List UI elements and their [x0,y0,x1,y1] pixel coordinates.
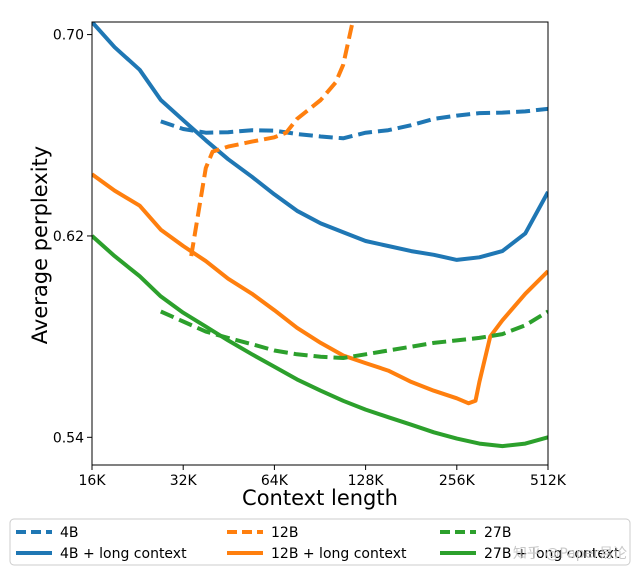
y-axis: 0.54 0.62 0.70 [53,28,92,446]
x-axis-label: Context length [242,486,398,510]
legend-label-12b-long-context: 12B + long context [271,546,407,562]
plot-area [91,21,549,466]
x-tick-label: 32K [170,473,198,489]
watermark-text: 知乎 @Paper易论 [513,545,627,562]
series-line-4b-long-context [92,22,548,262]
legend-label-27b: 27B [484,525,511,541]
series-lines [92,22,548,449]
legend-label-12b: 12B [271,525,298,541]
legend-label-4b-long-context: 4B + long context [60,546,187,562]
x-tick-label: 64K [261,473,289,489]
legend-label-27b-long-context: 27B + long context [484,546,620,562]
plot-frame [91,21,549,466]
x-tick-label: 512K [530,473,567,489]
y-axis-label: Average perplexity [28,146,52,344]
y-tick-label: 0.62 [53,229,84,245]
series-line-12b-long-context [92,172,548,406]
x-tick-label: 128K [348,473,385,489]
x-tick-label: 256K [439,473,476,489]
series-line-27b-long-context [92,234,548,449]
x-tick-label: 16K [79,473,107,489]
legend: 4B 12B 27B 4B + long context 12B + long cont… [9,518,631,566]
series-line-12b [189,22,355,257]
legend-label-4b: 4B [60,525,79,541]
y-tick-label: 0.54 [53,430,84,446]
series-line-4b [160,106,548,141]
x-axis: 16K 32K 64K 128K 256K 512K [79,465,567,489]
y-tick-label: 0.70 [53,28,84,44]
